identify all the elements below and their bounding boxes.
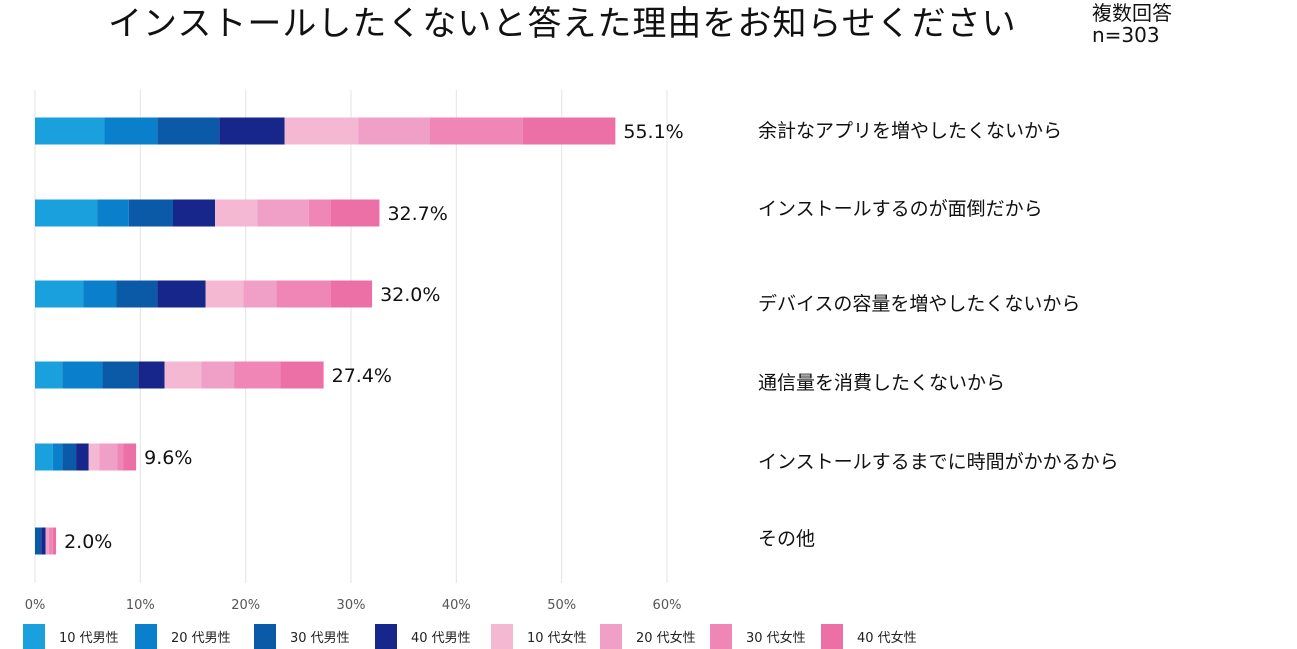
chart-title: インストールしたくないと答えた理由をお知らせください — [108, 4, 1017, 44]
bar-segment — [123, 443, 137, 471]
bar-segment — [276, 280, 331, 308]
category-label: その他 — [758, 528, 815, 550]
category-label: デバイスの容量を増やしたくないから — [758, 293, 1080, 315]
category-label: 通信量を消費したくないから — [758, 372, 1005, 394]
bar-segment — [234, 361, 281, 389]
data-label: 9.6% — [144, 447, 192, 469]
legend-label: 20 代女性 — [636, 630, 696, 646]
bar-segment — [35, 117, 105, 145]
x-tick-label: 10% — [126, 598, 155, 613]
bar-segment — [138, 361, 165, 389]
legend-swatch — [491, 624, 513, 649]
bar-segment — [35, 527, 42, 555]
bar-segment — [330, 280, 373, 308]
sample-size-label: n=303 — [1092, 23, 1160, 47]
bar-segment — [219, 117, 285, 145]
data-label: 27.4% — [332, 365, 392, 387]
x-tick-label: 50% — [547, 598, 576, 613]
bar-segment — [215, 199, 258, 227]
bar-segment — [116, 280, 158, 308]
x-tick-label: 20% — [231, 598, 260, 613]
bar-segment — [330, 199, 380, 227]
bar-segment — [52, 527, 57, 555]
category-label: インストールするまでに時間がかかるから — [758, 451, 1119, 473]
bar-segment — [358, 117, 430, 145]
data-label: 55.1% — [623, 121, 683, 143]
legend-swatch — [135, 624, 157, 649]
bar-segment — [430, 117, 523, 145]
bar-segment — [308, 199, 331, 227]
legend-label: 20 代男性 — [171, 631, 231, 646]
bar-segment — [35, 361, 63, 389]
bar-segment — [284, 117, 359, 145]
sample-info: 複数回答 n=303 — [1092, 2, 1172, 46]
bar-segment — [128, 199, 173, 227]
bar-segment — [205, 280, 244, 308]
bar-segment — [48, 527, 53, 555]
bar-segment — [41, 527, 46, 555]
data-label: 2.0% — [64, 531, 112, 553]
bar-segment — [35, 199, 98, 227]
bar-segment — [62, 443, 77, 471]
x-tick-label: 30% — [337, 598, 366, 613]
x-tick-label: 60% — [653, 598, 682, 613]
legend-label: 30 代男性 — [290, 631, 350, 646]
legend-swatch — [821, 624, 843, 649]
data-label: 32.7% — [387, 203, 447, 225]
legend-label: 10 代女性 — [527, 630, 587, 646]
x-tick-label: 0% — [25, 598, 46, 613]
category-label: 余計なアプリを増やしたくないから — [758, 120, 1062, 142]
bar-segment — [97, 199, 129, 227]
legend-swatch — [375, 624, 397, 649]
bar-segment — [257, 199, 309, 227]
multi-answer-label: 複数回答 — [1092, 1, 1172, 25]
bar-segment — [76, 443, 89, 471]
legend-swatch — [254, 624, 276, 649]
bar-segment — [164, 361, 202, 389]
legend-label: 40 代男性 — [411, 631, 471, 646]
bar-segment — [104, 117, 158, 145]
legend-label: 30 代女性 — [746, 630, 806, 646]
bar-segment — [172, 199, 216, 227]
bar-segment — [35, 443, 53, 471]
bar-segment — [117, 443, 124, 471]
bar-segment — [88, 443, 100, 471]
legend-label: 10 代男性 — [59, 631, 119, 646]
data-label: 32.0% — [380, 284, 440, 306]
legend-swatch — [710, 624, 732, 649]
legend-swatch — [600, 624, 622, 649]
bar-segment — [157, 117, 220, 145]
bar-segment — [52, 443, 63, 471]
bar-segment — [243, 280, 277, 308]
bar-segment — [83, 280, 117, 308]
bar-segment — [99, 443, 118, 471]
bar-segment — [201, 361, 235, 389]
bar-segment — [45, 527, 49, 555]
bar-segment — [522, 117, 616, 145]
bar-segment — [102, 361, 139, 389]
bar-segment — [280, 361, 324, 389]
category-label: インストールするのが面倒だから — [758, 198, 1043, 220]
bar-segment — [35, 280, 84, 308]
bar-segment — [62, 361, 103, 389]
legend-swatch — [23, 624, 45, 649]
x-tick-label: 40% — [442, 598, 471, 613]
legend-label: 40 代女性 — [857, 630, 917, 646]
bar-segment — [157, 280, 206, 308]
